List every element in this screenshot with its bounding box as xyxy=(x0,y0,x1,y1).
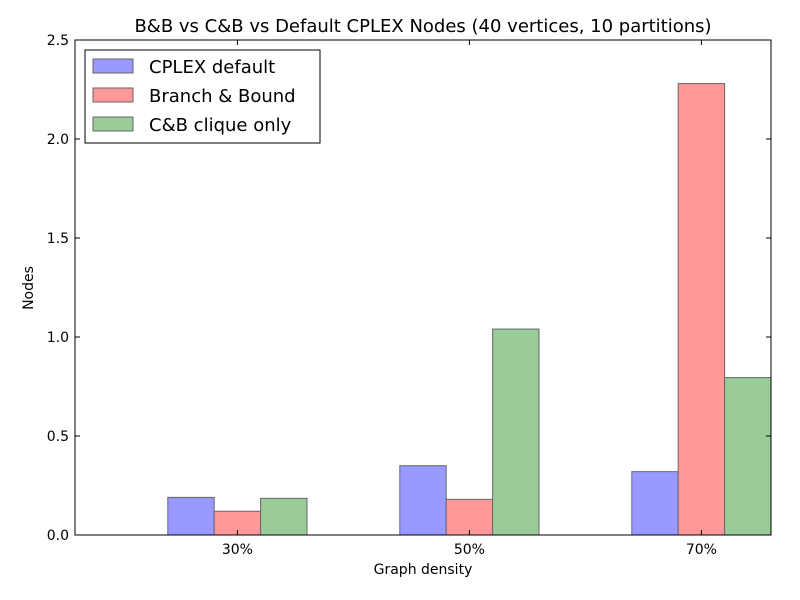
bar-series-2-cat-1 xyxy=(492,328,540,536)
legend-label: Branch & Bound xyxy=(149,86,296,107)
y-tick-label: 0.0 xyxy=(47,528,69,544)
plot-frame xyxy=(74,39,772,536)
bar-series-0-cat-2 xyxy=(631,471,679,536)
y-axis-label: Nodes xyxy=(21,266,37,310)
y-tick-label: 0.5 xyxy=(47,429,69,445)
y-axis-ticks: 0.0 0.5 1.0 1.5 2.0 2.5 xyxy=(47,33,771,544)
x-tick-label: 30% xyxy=(222,542,253,558)
legend-swatch xyxy=(92,87,134,103)
legend-label: CPLEX default xyxy=(149,57,275,78)
legend: CPLEX default Branch & Bound C&B clique on… xyxy=(84,49,321,144)
x-tick-label: 70% xyxy=(686,542,717,558)
bar-series-1-cat-1 xyxy=(445,498,494,536)
legend-swatch xyxy=(92,116,134,132)
chart-title: B&B vs C&B vs Default CPLEX Nodes (40 ve… xyxy=(134,16,711,37)
y-tick-label: 2.0 xyxy=(47,132,69,148)
x-tick-label: 50% xyxy=(454,542,485,558)
bar-series-2-cat-0 xyxy=(260,497,308,536)
bar-series-1-cat-2 xyxy=(677,83,726,536)
x-axis-ticks: 30% 50% 70% xyxy=(222,40,717,558)
bar-series-0-cat-1 xyxy=(399,465,447,536)
bars-group xyxy=(167,83,772,536)
bar-series-0-cat-0 xyxy=(167,496,215,536)
y-tick-label: 2.5 xyxy=(47,33,69,49)
x-axis-label: Graph density xyxy=(374,562,473,578)
y-tick-label: 1.5 xyxy=(47,231,69,247)
bar-series-2-cat-2 xyxy=(724,377,772,536)
legend-label: C&B clique only xyxy=(149,115,292,136)
y-tick-label: 1.0 xyxy=(47,330,69,346)
legend-swatch xyxy=(92,58,134,74)
